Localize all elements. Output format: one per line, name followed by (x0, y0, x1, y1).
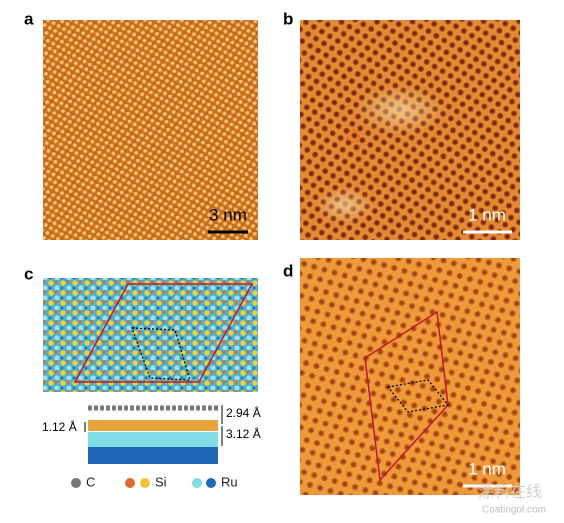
dimension-label: 3.12 Å (226, 426, 261, 441)
side-view (88, 405, 218, 464)
bright-region (355, 85, 445, 135)
scale-bar-label: 3 nm (209, 205, 247, 224)
watermark-url: Coatingol.com (482, 505, 546, 516)
marker-circle (346, 129, 360, 143)
legend-swatch (140, 478, 150, 488)
simulated-image (300, 258, 520, 495)
legend-label: Ru (221, 474, 238, 489)
scale-bar-label: 1 nm (468, 205, 506, 224)
legend-swatch (206, 478, 216, 488)
legend-label: Si (155, 474, 167, 489)
dimension-arrows (84, 405, 223, 446)
unit-cell (73, 283, 254, 383)
scale-bar-label: 1 nm (468, 459, 506, 478)
panel-label: d (283, 261, 293, 280)
dimension-label: 1.12 Å (42, 419, 77, 434)
panel-label: c (24, 264, 33, 283)
legend-swatch (192, 478, 202, 488)
panel-label: a (24, 9, 34, 28)
stm-image (43, 20, 258, 240)
legend-label: C (86, 474, 95, 489)
legend-swatch (125, 478, 135, 488)
panel-label: b (283, 9, 293, 28)
sub-cell (386, 379, 450, 413)
sub-cell (131, 327, 191, 381)
bright-region (315, 187, 375, 223)
watermark: 涂料在线 (478, 483, 542, 501)
atomic-model (43, 278, 258, 392)
legend-swatch (71, 478, 81, 488)
dimension-label: 2.94 Å (226, 405, 261, 420)
